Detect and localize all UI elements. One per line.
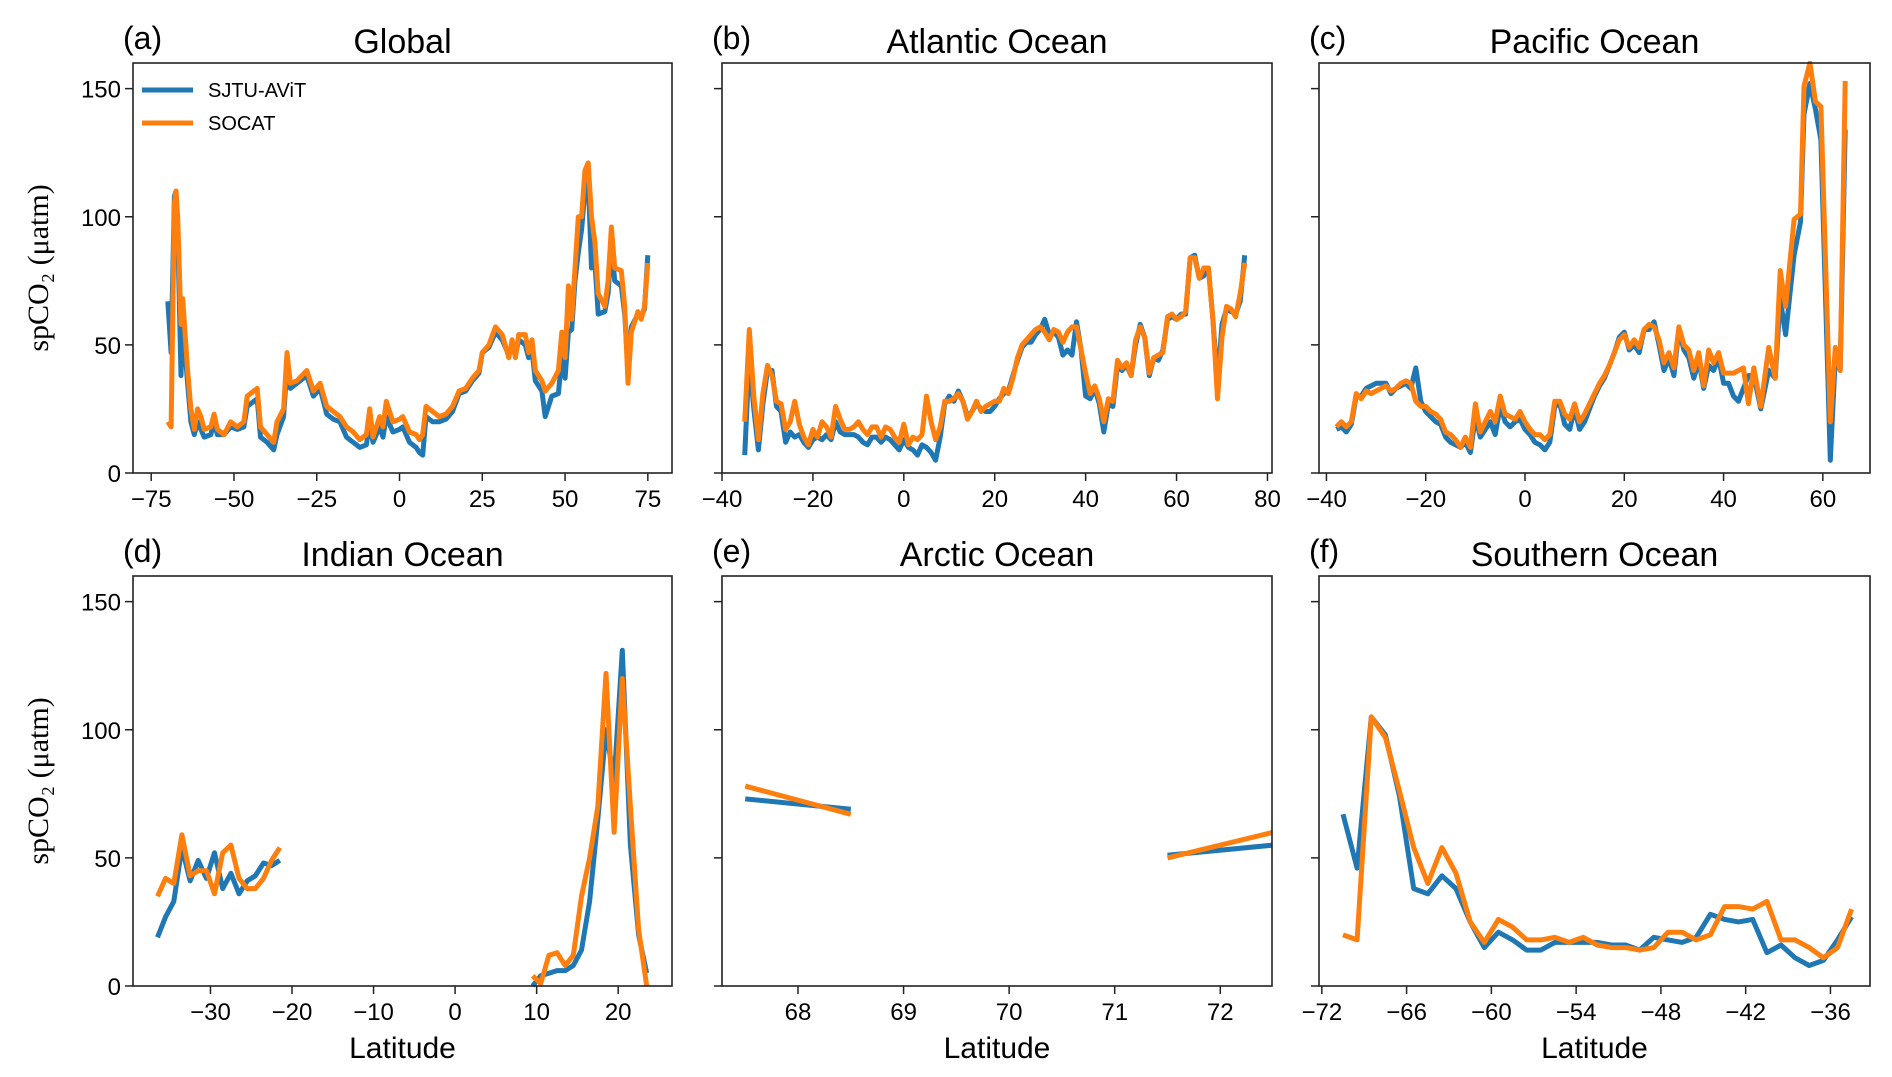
panel-title: Indian Ocean bbox=[301, 536, 503, 574]
panel-letter: (c) bbox=[1309, 20, 1346, 56]
x-tick-label: 20 bbox=[981, 486, 1008, 513]
y-axis-label: spCO₂ (μatm) bbox=[22, 184, 55, 351]
x-tick-label: 20 bbox=[605, 999, 632, 1026]
panel-atlantic-ocean: −40 −20 0 20 40 60 80 Atlantic Ocean (b) bbox=[702, 20, 1281, 513]
y-tick-label: 50 bbox=[94, 846, 121, 873]
panel-pacific-ocean: −40 −20 0 20 40 60 Pacific Ocean (c) bbox=[1306, 20, 1871, 513]
x-tick-label: −20 bbox=[793, 486, 834, 513]
x-tick-label: 60 bbox=[1809, 486, 1836, 513]
panel-letter: (f) bbox=[1309, 533, 1339, 569]
series-line-socat bbox=[744, 783, 852, 817]
panel-title: Pacific Ocean bbox=[1490, 23, 1700, 61]
axes-frame bbox=[1318, 62, 1871, 474]
panel-letter: (b) bbox=[712, 20, 751, 56]
axes-frame bbox=[132, 62, 673, 474]
x-tick-label: −20 bbox=[272, 999, 313, 1026]
y-tick-label: 150 bbox=[81, 77, 121, 104]
legend: SJTU-AViT SOCAT bbox=[142, 80, 306, 135]
x-tick-label: 0 bbox=[393, 486, 406, 513]
x-tick-label: 40 bbox=[1710, 486, 1737, 513]
series-line-socat bbox=[155, 832, 282, 898]
panel-title: Southern Ocean bbox=[1471, 536, 1719, 574]
x-tick-label: 0 bbox=[1518, 486, 1531, 513]
x-tick-label: −36 bbox=[1810, 999, 1851, 1026]
x-tick-label: 75 bbox=[634, 486, 661, 513]
x-tick-label: −30 bbox=[190, 999, 231, 1026]
x-tick-label: 70 bbox=[996, 999, 1023, 1026]
x-tick-label: −48 bbox=[1641, 999, 1682, 1026]
panel-southern-ocean: −72 −66 −60 −54 −48 −42 −36 Southern Ocean (f) La… bbox=[1301, 533, 1871, 1065]
panel-letter: (e) bbox=[712, 533, 751, 569]
legend-label-socat: SOCAT bbox=[208, 113, 275, 135]
x-tick-label: −54 bbox=[1556, 999, 1597, 1026]
axes-frame bbox=[1318, 575, 1871, 987]
panel-letter: (d) bbox=[123, 533, 162, 569]
x-tick-label: −75 bbox=[131, 486, 172, 513]
axes-frame bbox=[721, 575, 1273, 987]
panel-title: Arctic Ocean bbox=[900, 536, 1095, 574]
x-tick-label: 68 bbox=[785, 999, 812, 1026]
series-line-socat bbox=[165, 160, 651, 445]
x-tick-label: 0 bbox=[448, 999, 461, 1026]
series-line-socat bbox=[1342, 714, 1854, 961]
series-line-socat bbox=[742, 255, 1248, 448]
x-tick-label: −72 bbox=[1301, 999, 1342, 1026]
series-line-socat bbox=[1334, 61, 1848, 450]
series-line-socat bbox=[1166, 829, 1272, 861]
legend-label-sjtu: SJTU-AViT bbox=[208, 80, 306, 102]
x-tick-label: 25 bbox=[469, 486, 496, 513]
x-tick-label: 0 bbox=[897, 486, 910, 513]
x-tick-label: −66 bbox=[1386, 999, 1427, 1026]
x-tick-label: 71 bbox=[1101, 999, 1128, 1026]
x-tick-label: 69 bbox=[890, 999, 917, 1026]
x-tick-label: −25 bbox=[296, 486, 337, 513]
panel-arctic-ocean: 68 69 70 71 72 Arctic Ocean (e) Latitude bbox=[712, 533, 1273, 1065]
x-tick-label: 72 bbox=[1207, 999, 1234, 1026]
x-tick-label: −60 bbox=[1471, 999, 1512, 1026]
series-line-socat bbox=[530, 670, 650, 987]
axes-frame bbox=[132, 575, 673, 987]
x-tick-label: 10 bbox=[523, 999, 550, 1026]
panel-global: −75 −50 −25 0 25 50 75 0 50 100 150 Global (a) spCO₂ … bbox=[22, 20, 673, 513]
x-tick-label: −42 bbox=[1725, 999, 1766, 1026]
x-tick-label: 20 bbox=[1611, 486, 1638, 513]
x-tick-label: −40 bbox=[702, 486, 743, 513]
y-axis-label: spCO₂ (μatm) bbox=[22, 697, 55, 864]
x-tick-label: −40 bbox=[1306, 486, 1347, 513]
y-tick-label: 100 bbox=[81, 205, 121, 232]
panel-indian-ocean: −30 −20 −10 0 10 20 0 50 100 150 Indian Ocean (d) La… bbox=[22, 533, 673, 1065]
x-tick-label: 60 bbox=[1163, 486, 1190, 513]
y-tick-label: 50 bbox=[94, 333, 121, 360]
x-axis-label: Latitude bbox=[944, 1032, 1051, 1065]
panel-title: Atlantic Ocean bbox=[886, 23, 1107, 61]
panel-title: Global bbox=[353, 23, 451, 61]
y-tick-label: 150 bbox=[81, 590, 121, 617]
y-tick-label: 0 bbox=[108, 461, 121, 488]
x-tick-label: 50 bbox=[552, 486, 579, 513]
x-tick-label: −10 bbox=[353, 999, 394, 1026]
axes-frame bbox=[721, 62, 1273, 474]
x-tick-label: −20 bbox=[1405, 486, 1446, 513]
x-axis-label: Latitude bbox=[349, 1032, 456, 1065]
x-tick-label: 40 bbox=[1072, 486, 1099, 513]
x-axis-label: Latitude bbox=[1541, 1032, 1648, 1065]
y-tick-label: 0 bbox=[108, 974, 121, 1001]
x-tick-label: 80 bbox=[1254, 486, 1281, 513]
x-tick-label: −50 bbox=[214, 486, 255, 513]
panel-letter: (a) bbox=[123, 20, 162, 56]
y-tick-label: 100 bbox=[81, 718, 121, 745]
